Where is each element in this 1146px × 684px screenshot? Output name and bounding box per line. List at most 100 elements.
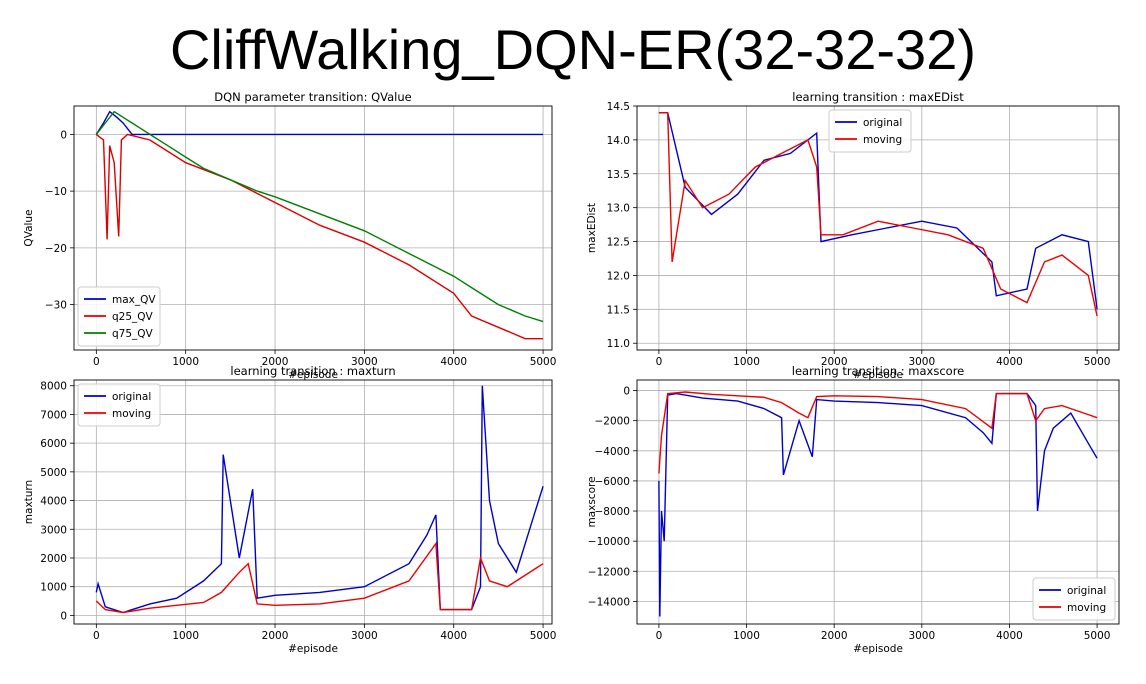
- maxturn-y-tick-label: 1000: [40, 582, 67, 594]
- maxturn-legend-box: [77, 383, 161, 427]
- qvalue-legend: max_QV q25_QV q75_QV: [77, 286, 161, 347]
- qvalue-y-tick-label: −20: [45, 243, 67, 255]
- qvalue-series-q75_QV: [95, 110, 544, 323]
- maxscore-legend: original moving: [1032, 577, 1116, 621]
- maxedist-y-tick-label: 12.0: [607, 270, 630, 282]
- maxedist-x-tick-label: 5000: [1084, 356, 1111, 368]
- maxedist-chart: 0 1000 2000 3000 4000 5000 11.0 11.5 12.0 12.5 13.…: [586, 90, 1120, 381]
- qvalue-x-tick-label: 2000: [262, 356, 289, 368]
- maxedist-x-tick-label: 0: [656, 356, 663, 368]
- qvalue-series-q25_QV: [95, 133, 544, 340]
- maxedist-series-original: [658, 112, 1098, 310]
- maxedist-title: learning transition : maxEDist: [792, 90, 964, 104]
- qvalue-series-max_QV: [95, 110, 544, 136]
- maxedist-x-tick-label: 3000: [908, 356, 935, 368]
- maxedist-legend-box: [828, 109, 912, 153]
- maxedist-legend: original moving: [828, 109, 912, 153]
- maxturn-x-tick-label: 0: [93, 630, 100, 642]
- maxturn-legend-label: original: [112, 391, 151, 403]
- maxedist-legend-label: original: [863, 117, 902, 129]
- maxturn-y-tick-label: 7000: [40, 409, 67, 421]
- page-title: CliffWalking_DQN-ER(32-32-32): [169, 18, 976, 81]
- maxscore-y-tick-label: −8000: [594, 506, 630, 518]
- maxturn-y-tick-label: 2000: [40, 553, 67, 565]
- qvalue-y-tick-label: 0: [60, 129, 67, 141]
- maxedist-axes-frame: [636, 105, 1120, 351]
- maxedist-legend-label: moving: [863, 134, 902, 146]
- maxscore-legend-box: [1032, 577, 1116, 621]
- maxscore-x-tick-label: 1000: [733, 630, 760, 642]
- maxturn-x-tick-label: 4000: [440, 630, 467, 642]
- maxturn-y-tick-label: 4000: [40, 496, 67, 508]
- maxedist-x-axis-label: #episode: [853, 369, 903, 381]
- maxscore-title: learning transition : maxscore: [792, 364, 965, 378]
- maxturn-y-tick-label: 8000: [40, 381, 67, 393]
- qvalue-x-tick-label: 5000: [530, 356, 557, 368]
- maxscore-axes-frame: [636, 379, 1120, 625]
- qvalue-y-axis-label: QValue: [23, 209, 35, 246]
- maxscore-legend-label: original: [1067, 585, 1106, 597]
- maxturn-legend: original moving: [77, 383, 161, 427]
- maxscore-x-axis-label: #episode: [853, 643, 903, 655]
- maxturn-chart: 0 1000 2000 3000 4000 5000 0 1000 2000 3000 4000 50…: [23, 364, 556, 655]
- maxscore-x-tick-label: 4000: [996, 630, 1023, 642]
- maxturn-y-tick-label: 3000: [40, 524, 67, 536]
- maxedist-series-moving: [658, 112, 1098, 317]
- maxturn-y-tick-label: 5000: [40, 467, 67, 479]
- maxedist-y-tick-label: 13.5: [607, 169, 630, 181]
- qvalue-title: DQN parameter transition: QValue: [214, 90, 411, 104]
- maxturn-x-tick-label: 5000: [530, 630, 557, 642]
- qvalue-x-tick-label: 0: [93, 356, 100, 368]
- qvalue-y-tick-label: −10: [45, 186, 67, 198]
- maxscore-y-axis-label: maxscore: [586, 476, 598, 527]
- qvalue-legend-label: max_QV: [112, 294, 156, 306]
- maxedist-x-tick-label: 4000: [996, 356, 1023, 368]
- qvalue-x-tick-label: 3000: [351, 356, 378, 368]
- maxturn-x-tick-label: 2000: [262, 630, 289, 642]
- maxscore-legend-label: moving: [1067, 602, 1106, 614]
- maxturn-legend-label: moving: [112, 408, 151, 420]
- maxscore-x-tick-label: 2000: [821, 630, 848, 642]
- maxscore-chart: 0 1000 2000 3000 4000 5000 0 −2000 −4000 −6000 −80…: [586, 364, 1120, 655]
- maxedist-y-tick-label: 11.0: [607, 338, 630, 350]
- maxturn-y-tick-label: 0: [60, 610, 67, 622]
- maxedist-y-tick-label: 13.0: [607, 203, 630, 215]
- maxturn-x-axis-label: #episode: [288, 643, 338, 655]
- qvalue-axes-frame: [73, 105, 553, 351]
- maxscore-y-tick-label: −4000: [594, 446, 630, 458]
- maxedist-x-tick-label: 2000: [821, 356, 848, 368]
- maxedist-y-tick-label: 11.5: [607, 304, 630, 316]
- qvalue-chart: 0 1000 2000 3000 4000 5000 0 −10 −20 −30 DQN param…: [23, 90, 556, 381]
- qvalue-x-tick-label: 1000: [172, 356, 199, 368]
- qvalue-legend-label: q25_QV: [112, 311, 154, 323]
- maxscore-series-moving: [658, 391, 1098, 474]
- maxturn-axes-frame: [73, 379, 553, 625]
- maxedist-y-tick-label: 12.5: [607, 237, 630, 249]
- qvalue-y-tick-label: −30: [45, 300, 67, 312]
- maxturn-series-moving: [95, 541, 544, 614]
- qvalue-legend-box: [77, 286, 161, 347]
- maxturn-x-tick-label: 1000: [172, 630, 199, 642]
- maxscore-y-tick-label: −14000: [588, 596, 630, 608]
- maxedist-y-tick-label: 14.5: [607, 101, 630, 113]
- maxscore-x-tick-label: 3000: [908, 630, 935, 642]
- maxscore-y-tick-label: 0: [623, 386, 630, 398]
- maxturn-x-tick-label: 3000: [351, 630, 378, 642]
- maxscore-x-tick-label: 0: [656, 630, 663, 642]
- maxturn-y-axis-label: maxturn: [23, 480, 35, 524]
- maxturn-title: learning transition : maxturn: [230, 364, 395, 378]
- maxscore-y-tick-label: −6000: [594, 476, 630, 488]
- maxscore-y-tick-label: −12000: [588, 566, 630, 578]
- maxscore-x-tick-label: 5000: [1084, 630, 1111, 642]
- maxedist-y-tick-label: 14.0: [607, 135, 630, 147]
- qvalue-x-axis-label: #episode: [288, 369, 338, 381]
- qvalue-x-tick-label: 4000: [440, 356, 467, 368]
- maxscore-series-original: [658, 392, 1098, 617]
- maxedist-y-axis-label: maxEDist: [586, 203, 598, 253]
- maxturn-series-original: [95, 385, 544, 614]
- maxscore-y-tick-label: −10000: [588, 536, 630, 548]
- maxedist-x-tick-label: 1000: [733, 356, 760, 368]
- maxscore-y-tick-label: −2000: [594, 416, 630, 428]
- maxturn-y-tick-label: 6000: [40, 438, 67, 450]
